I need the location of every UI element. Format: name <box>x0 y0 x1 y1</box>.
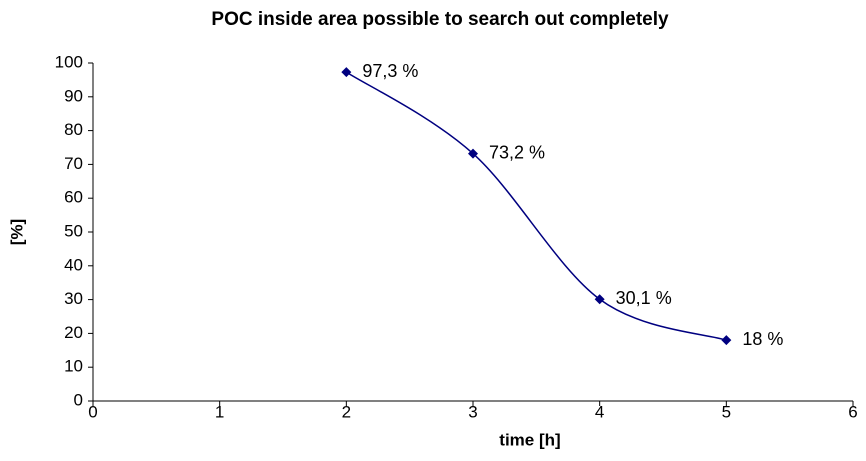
x-tick-label: 0 <box>88 402 97 421</box>
y-tick-label: 10 <box>64 357 83 376</box>
line <box>345 71 727 341</box>
marker <box>721 335 732 346</box>
marker <box>468 148 478 159</box>
data-label: 73,2 % <box>489 142 545 162</box>
y-tick-label: 30 <box>64 289 83 308</box>
y-tick-label: 50 <box>64 221 83 240</box>
y-tick-label: 80 <box>64 120 83 139</box>
y-tick-label: 0 <box>74 390 83 409</box>
x-tick-label: 5 <box>722 402 731 421</box>
y-tick-label: 90 <box>64 86 83 105</box>
y-tick-label: 60 <box>64 188 83 207</box>
data-label: 97,3 % <box>362 61 418 81</box>
y-tick-label: 40 <box>64 255 83 274</box>
y-tick-label: 20 <box>64 323 83 342</box>
data-label: 18 % <box>742 329 783 349</box>
y-tick-label: 70 <box>64 154 83 173</box>
marker <box>341 67 352 78</box>
x-tick-label: 2 <box>342 402 351 421</box>
x-tick-label: 1 <box>215 402 224 421</box>
y-axis-label: [%] <box>7 219 26 245</box>
y-tick-label: 100 <box>55 52 83 71</box>
chart-title: POC inside area possible to search out c… <box>211 9 669 30</box>
x-tick-label: 6 <box>848 402 857 421</box>
x-axis-label: time [h] <box>499 430 560 449</box>
x-tick-label: 4 <box>595 402 604 421</box>
marker <box>594 294 605 305</box>
x-tick-label: 3 <box>468 402 477 421</box>
data-label: 30,1 % <box>616 288 672 308</box>
